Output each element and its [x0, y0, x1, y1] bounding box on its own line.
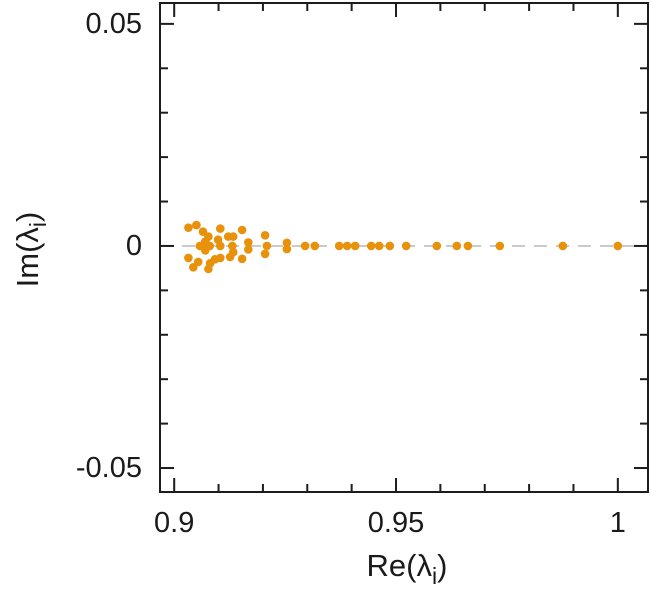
eigenvalue-point	[374, 241, 384, 251]
eigenvalue-point	[385, 241, 395, 251]
eigenvalue-point	[432, 241, 442, 251]
eigenvalue-point	[463, 241, 473, 251]
eigenvalue-point	[260, 249, 270, 259]
y-tick-label: 0	[126, 230, 142, 262]
y-axis-label: Im(λi)	[10, 212, 51, 288]
eigenvalue-point	[282, 244, 292, 254]
eigenvalue-point	[401, 241, 411, 251]
eigenvalue-point	[216, 241, 225, 251]
y-tick-label: -0.05	[76, 452, 142, 484]
x-tick-label: 0.95	[368, 507, 424, 539]
eigenvalue-point	[558, 241, 568, 251]
eigenvalue-point	[184, 253, 193, 263]
eigenvalue-point	[216, 224, 225, 233]
y-tick-label: 0.05	[86, 8, 142, 40]
x-axis-label: Re(λi)	[367, 548, 448, 589]
eigenvalue-point	[282, 238, 292, 248]
eigenvalue-point	[244, 245, 253, 254]
eigenvalue-point	[192, 220, 201, 230]
eigenvalue-point	[244, 238, 253, 247]
eigenvalue-point	[334, 241, 344, 251]
eigenvalue-point	[262, 241, 272, 251]
eigenvalue-point	[184, 223, 193, 232]
eigenvalue-point	[300, 241, 310, 251]
eigenvalue-point	[205, 241, 214, 251]
eigenvalue-point	[193, 257, 203, 267]
eigenvalue-point	[228, 232, 238, 241]
x-tick-label: 1	[610, 507, 626, 539]
y-tick-labels: -0.05 0 0.05	[76, 8, 142, 484]
eigenvalue-point	[237, 225, 247, 235]
eigenvalue-point	[342, 241, 352, 251]
eigenvalue-point	[452, 241, 462, 251]
eigenvalue-point	[613, 241, 623, 251]
eigenvalue-point	[216, 253, 225, 263]
data-points	[184, 220, 623, 274]
x-tick-label: 0.9	[154, 507, 194, 539]
eigenvalue-point	[228, 247, 238, 257]
eigenvalue-point	[350, 241, 360, 251]
eigenvalue-point	[366, 241, 376, 251]
plot-frame	[159, 2, 649, 493]
eigenvalue-point	[237, 254, 247, 264]
eigenvalue-point	[495, 241, 505, 251]
axis-ticks	[160, 3, 648, 492]
eigenvalue-point	[310, 241, 320, 251]
eigenvalue-point	[260, 231, 270, 240]
eigenvalue-point	[228, 241, 237, 251]
x-tick-labels: 0.9 0.95 1	[154, 507, 626, 539]
